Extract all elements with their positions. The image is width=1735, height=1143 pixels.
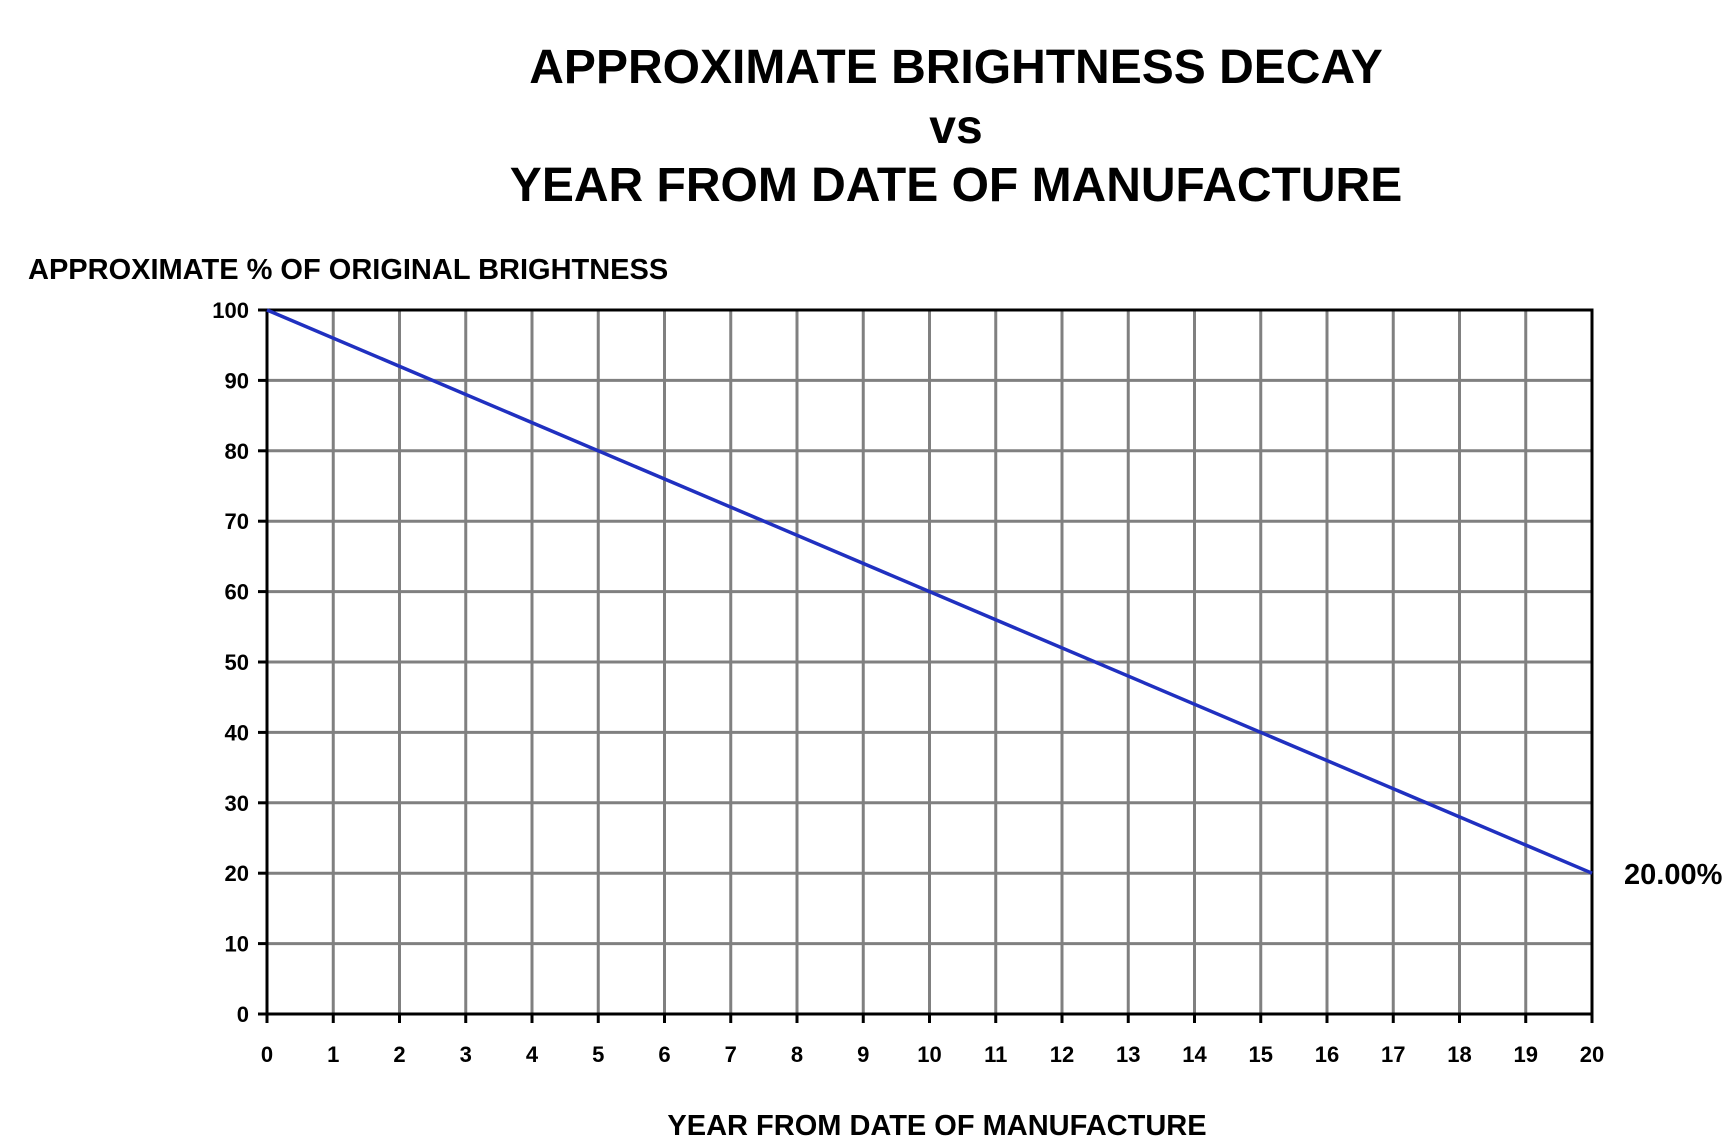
end-value-label: 20.00% [1624, 859, 1723, 891]
x-tick-label: 7 [725, 1042, 737, 1067]
x-tick-label: 0 [261, 1042, 273, 1067]
x-tick-label: 14 [1182, 1042, 1207, 1067]
x-tick-label: 8 [791, 1042, 803, 1067]
x-tick-label: 1 [327, 1042, 339, 1067]
chart-title-line-1: APPROXIMATE BRIGHTNESS DECAY [529, 41, 1383, 94]
x-tick-label: 18 [1447, 1042, 1471, 1067]
y-tick-label: 60 [225, 580, 249, 605]
x-tick-label: 6 [658, 1042, 670, 1067]
x-tick-label: 10 [917, 1042, 941, 1067]
x-tick-label: 15 [1249, 1042, 1273, 1067]
x-tick-label: 19 [1514, 1042, 1538, 1067]
x-tick-label: 9 [857, 1042, 869, 1067]
y-tick-label: 90 [225, 368, 249, 393]
y-tick-label: 40 [225, 720, 249, 745]
chart-title-line-2: vs [929, 101, 983, 154]
y-tick-label: 50 [225, 650, 249, 675]
y-tick-label: 10 [225, 932, 249, 957]
x-tick-label: 5 [592, 1042, 604, 1067]
series-line [266, 308, 1593, 875]
chart-title-line-3: YEAR FROM DATE OF MANUFACTURE [509, 159, 1403, 212]
y-tick-label: 20 [225, 861, 249, 886]
x-tick-label: 13 [1116, 1042, 1140, 1067]
x-tick-label: 20 [1580, 1042, 1604, 1067]
x-tick-label: 12 [1050, 1042, 1074, 1067]
x-tick-label: 4 [526, 1042, 539, 1067]
x-tick-label: 3 [460, 1042, 472, 1067]
y-tick-label: 30 [225, 791, 249, 816]
x-tick-label: 17 [1381, 1042, 1405, 1067]
y-tick-label: 70 [225, 509, 249, 534]
x-tick-label: 16 [1315, 1042, 1339, 1067]
x-axis-label: YEAR FROM DATE OF MANUFACTURE [667, 1110, 1207, 1142]
x-tick-label: 11 [984, 1042, 1007, 1067]
y-tick-label: 80 [225, 439, 249, 464]
y-tick-label: 100 [212, 298, 249, 323]
y-tick-label: 0 [237, 1002, 249, 1027]
x-tick-label: 2 [393, 1042, 405, 1067]
y-axis-label: APPROXIMATE % OF ORIGINAL BRIGHTNESS [28, 254, 669, 286]
plot-frame [265, 308, 1594, 1016]
